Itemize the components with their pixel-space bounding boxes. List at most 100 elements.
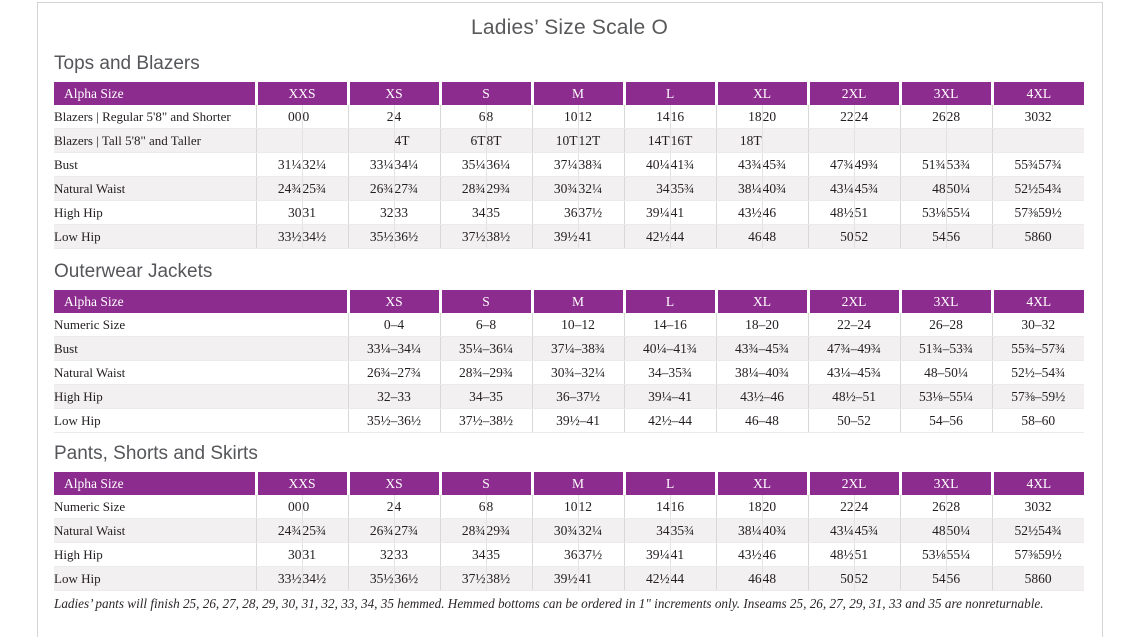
table-row: Natural Waist 24¾ 25¾ 26¾ 27¾ 28¾ 29¾ 30¾ 32¼ 34 3… [54,176,1085,201]
size-cell: 33¼–34¼ [347,336,440,361]
size-cell: 57⅜–59½ [991,384,1084,409]
size-cell: 47¾–49¾ [807,336,900,361]
size-cell: 49¾ [853,152,901,177]
size-cell: 4 [393,105,441,129]
table-row: Low Hip 33½ 34½ 35½ 36½ 37½ 38½ 39½ 41 42½ 44 46 48 5… [54,224,1085,249]
size-header: XS [346,82,441,105]
size-cell: 14T [623,128,671,153]
size-cell: 00 [255,495,302,519]
size-cell: 54 [899,566,947,591]
size-cell: 36–37½ [531,384,624,409]
size-cell: 34 [439,542,487,567]
size-cell: 16 [669,495,717,519]
size-header: XS [346,472,441,495]
size-cell: 60 [1038,566,1085,591]
size-cell: 14 [623,495,671,519]
size-cell [899,128,947,153]
size-header: M [530,82,625,105]
size-cell: 43½–46 [715,384,808,409]
table-row: Natural Waist 26¾–27¾ 28¾–29¾ 30¾–32¼ 34–35¾… [54,360,1084,385]
size-cell: 45¾ [853,518,901,543]
table-row: Blazers | Tall 5'8" and Taller 4T 6T 8T 10T 1… [54,128,1085,153]
size-cell: 14–16 [623,313,716,337]
size-cell: 35¾ [669,176,717,201]
size-cell: 42½ [623,224,671,249]
size-header: 4XL [990,82,1085,105]
size-cell: 34 [439,200,487,225]
size-cell: 46 [761,542,809,567]
size-cell [255,128,302,153]
size-cell: 51¾–53¾ [899,336,992,361]
table-container: Alpha Size XXS XS S M L XL 2XL 3XL 4XL Blazers | R… [54,82,1085,249]
size-cell: 37½ [439,224,487,249]
size-cell: 33 [393,200,441,225]
row-label: Numeric Size [54,313,348,337]
size-cell: 58–60 [991,408,1084,433]
size-cell: 52 [853,224,901,249]
size-cell: 10 [531,105,579,129]
row-label: Low Hip [54,566,256,591]
size-cell: 41 [577,566,625,591]
size-cell: 35 [485,200,533,225]
size-cell: 22 [807,105,855,129]
size-header: L [622,290,716,313]
size-cell: 32 [1038,105,1085,129]
size-cell [991,128,1039,153]
row-label: High Hip [54,384,348,409]
size-cell: 30 [991,495,1039,519]
size-cell: 12T [577,128,625,153]
row-label: Natural Waist [54,360,348,385]
size-cell: 37¼–38¾ [531,336,624,361]
size-header: XL [714,472,809,495]
row-label: Natural Waist [54,518,256,543]
table-header: Alpha Size XS S M L XL 2XL 3XL 4XL [54,290,1084,313]
size-cell: 50¼ [945,518,993,543]
size-cell: 30 [255,542,302,567]
size-cell: 26¾–27¾ [347,360,440,385]
size-cell: 37½ [577,200,625,225]
size-cell: 36 [531,200,579,225]
row-label: Natural Waist [54,176,256,201]
size-table: Alpha Size XS S M L XL 2XL 3XL 4XL Numeric Size 0–… [54,290,1084,433]
size-cell: 33¼ [347,152,395,177]
size-cell: 46 [715,224,763,249]
header-row: Alpha Size XXS XS S M L XL 2XL 3XL 4XL [54,472,1085,495]
size-header: 3XL [898,82,993,105]
size-cell: 28¾ [439,176,487,201]
size-cell: 6 [439,495,487,519]
size-cell: 56 [945,224,993,249]
page-title: Ladies’ Size Scale O [471,16,668,39]
size-cell: 55¾ [991,152,1039,177]
size-cell: 51 [853,542,901,567]
size-cell: 53¾ [945,152,993,177]
size-cell: 0 [301,105,349,129]
size-cell: 35 [485,542,533,567]
table-row: High Hip 32–33 34–35 36–37½ 39¼–41 43½–46 48½–… [54,384,1084,409]
size-cell: 46 [715,566,763,591]
size-cell: 24¾ [255,176,302,201]
size-cell: 38½ [485,224,533,249]
table-row: Numeric Size 0–4 6–8 10–12 14–16 18–20 22–24 26… [54,313,1084,337]
header-row: Alpha Size XS S M L XL 2XL 3XL 4XL [54,290,1084,313]
size-cell: 39¼ [623,200,671,225]
size-cell: 56 [945,566,993,591]
size-cell: 18T [715,128,763,153]
size-cell: 35½–36½ [347,408,440,433]
footnote: Ladies’ pants will finish 25, 26, 27, 28… [54,596,1044,611]
table-row: Bust 33¼–34¼ 35¼–36¼ 37¼–38¾ 40¼–41¾ 43¾–45¾ 4… [54,336,1084,361]
size-cell: 32¼ [577,518,625,543]
size-cell: 2 [347,495,395,519]
row-label: Numeric Size [54,495,256,519]
size-cell: 48½ [807,200,855,225]
size-cell: 30–32 [991,313,1084,337]
size-cell: 20 [761,105,809,129]
size-cell: 18 [715,495,763,519]
size-cell: 50 [807,566,855,591]
size-cell: 35¾ [669,518,717,543]
size-cell: 18 [715,105,763,129]
size-cell: 22–24 [807,313,900,337]
table-row: Numeric Size 00 0 2 4 6 8 10 12 14 16 18 20 22 24 26 28 3… [54,495,1085,519]
size-cell: 54–56 [899,408,992,433]
section-heading: Outerwear Jackets [54,261,213,282]
size-cell: 6T [439,128,487,153]
